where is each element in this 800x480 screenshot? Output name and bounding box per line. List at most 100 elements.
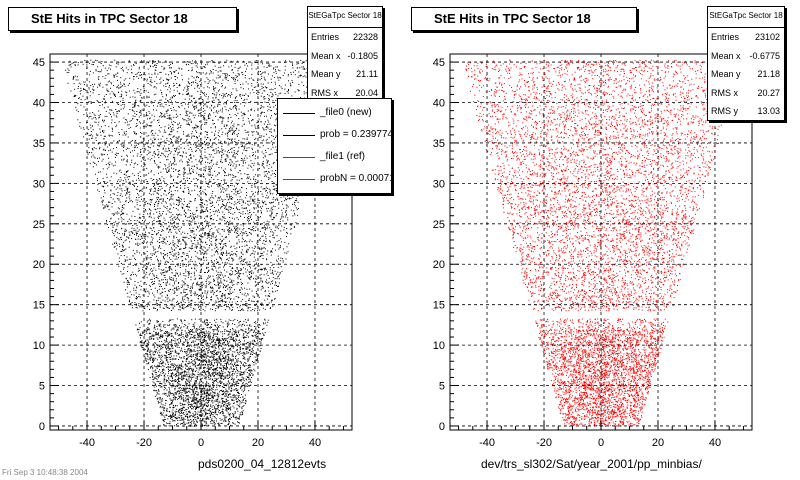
scatter-point xyxy=(220,342,222,344)
scatter-point xyxy=(218,374,220,376)
scatter-point xyxy=(160,215,162,217)
scatter-point xyxy=(190,291,192,293)
scatter-point xyxy=(171,167,172,169)
scatter-point xyxy=(218,209,220,211)
scatter-point xyxy=(210,218,212,219)
scatter-point xyxy=(186,244,188,246)
scatter-point xyxy=(220,362,222,364)
scatter-point xyxy=(220,117,222,119)
scatter-point xyxy=(252,132,254,134)
scatter-point xyxy=(284,69,286,71)
scatter-point xyxy=(174,79,176,81)
scatter-point xyxy=(150,201,152,203)
scatter-point xyxy=(132,184,134,185)
scatter-point xyxy=(195,399,197,401)
scatter-point xyxy=(220,142,221,143)
scatter-point xyxy=(177,124,179,126)
scatter-point xyxy=(139,94,141,96)
scatter-point xyxy=(247,318,249,320)
scatter-point xyxy=(117,141,118,143)
scatter-point xyxy=(199,149,201,151)
scatter-point xyxy=(176,245,178,247)
scatter-point xyxy=(155,65,157,66)
scatter-point xyxy=(204,203,206,205)
scatter-point xyxy=(222,398,224,399)
scatter-point xyxy=(232,375,234,377)
scatter-point xyxy=(144,334,146,336)
scatter-point xyxy=(230,169,232,171)
scatter-point xyxy=(167,336,169,338)
scatter-point xyxy=(148,222,150,224)
scatter-point xyxy=(235,367,237,369)
scatter-point xyxy=(152,374,154,376)
scatter-point xyxy=(224,76,226,78)
scatter-point xyxy=(198,367,200,369)
scatter-point xyxy=(219,375,221,377)
scatter-point xyxy=(145,263,147,264)
scatter-point xyxy=(237,70,239,72)
scatter-point xyxy=(235,229,236,231)
scatter-point xyxy=(142,194,144,196)
scatter-point xyxy=(206,347,208,349)
scatter-point xyxy=(229,201,231,203)
scatter-point xyxy=(296,209,298,211)
scatter-point xyxy=(177,341,179,343)
scatter-point xyxy=(253,247,255,249)
scatter-point xyxy=(157,309,158,310)
scatter-point xyxy=(182,238,184,240)
scatter-point xyxy=(191,385,193,387)
scatter-point xyxy=(204,119,206,121)
scatter-point xyxy=(189,98,190,100)
scatter-point xyxy=(276,235,278,237)
scatter-point xyxy=(227,284,229,286)
scatter-point xyxy=(148,203,150,205)
scatter-point xyxy=(234,83,236,84)
scatter-point xyxy=(168,79,170,81)
scatter-point xyxy=(201,395,203,397)
scatter-point xyxy=(254,110,255,112)
scatter-point xyxy=(158,402,160,404)
scatter-point xyxy=(183,178,185,180)
scatter-point xyxy=(191,300,193,302)
scatter-point xyxy=(137,193,139,195)
scatter-point xyxy=(145,264,147,266)
scatter-point xyxy=(142,188,144,190)
scatter-point xyxy=(188,399,189,401)
scatter-point xyxy=(182,297,183,299)
scatter-point xyxy=(147,363,149,365)
scatter-point xyxy=(191,245,193,247)
scatter-point xyxy=(255,275,257,277)
scatter-point xyxy=(225,159,227,161)
scatter-point xyxy=(185,399,187,401)
scatter-point xyxy=(79,125,81,127)
scatter-point xyxy=(219,217,221,219)
scatter-point xyxy=(249,200,251,202)
scatter-point xyxy=(187,407,189,409)
scatter-point xyxy=(169,421,171,423)
scatter-point xyxy=(231,191,233,193)
scatter-point xyxy=(251,68,253,70)
scatter-point xyxy=(215,321,217,323)
scatter-point xyxy=(183,284,185,286)
scatter-point xyxy=(247,167,249,169)
scatter-point xyxy=(261,135,263,137)
scatter-point xyxy=(210,286,212,288)
scatter-point xyxy=(132,255,134,257)
scatter-point xyxy=(120,251,122,253)
scatter-point xyxy=(77,62,79,64)
scatter-point xyxy=(183,236,185,238)
scatter-point xyxy=(245,331,247,333)
scatter-point xyxy=(229,382,231,384)
scatter-point xyxy=(234,97,236,99)
scatter-point xyxy=(249,365,251,366)
scatter-point xyxy=(119,181,121,183)
scatter-point xyxy=(221,274,223,276)
scatter-point xyxy=(176,391,178,393)
scatter-point xyxy=(223,287,224,289)
scatter-point xyxy=(239,289,241,291)
scatter-point xyxy=(257,63,259,65)
scatter-point xyxy=(218,342,220,344)
scatter-point xyxy=(170,402,172,404)
scatter-point xyxy=(134,253,136,255)
scatter-point xyxy=(201,347,203,348)
